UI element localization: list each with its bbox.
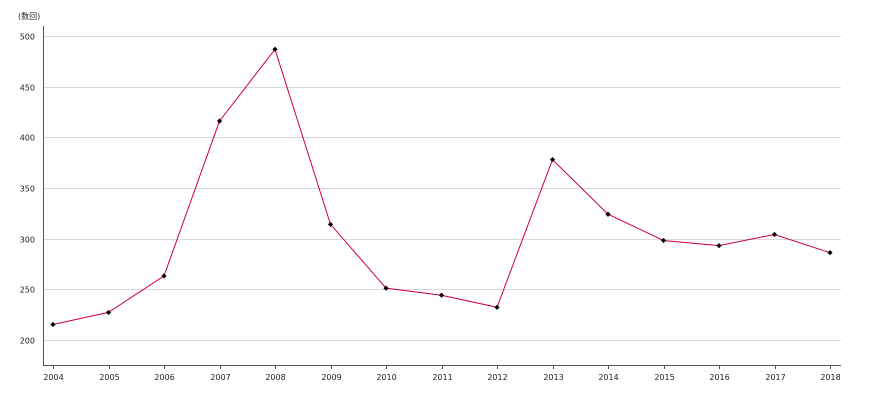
x-tick-label: 2011 <box>432 373 452 382</box>
data-point-2018 <box>827 250 833 256</box>
y-tick-label: 500 <box>20 33 35 42</box>
y-tick-labels: 200 250 300 350 400 450 500 <box>20 33 35 346</box>
grid-lines <box>43 36 841 341</box>
x-tick-label: 2012 <box>487 373 507 382</box>
x-tick-label: 2008 <box>265 373 285 382</box>
x-tick-labels: 2004 2005 2006 2007 2008 2009 2010 2011 2012 2013… <box>43 373 840 382</box>
x-tick-label: 2006 <box>154 373 174 382</box>
y-tick-label: 200 <box>20 337 35 346</box>
data-point-2012 <box>494 304 500 310</box>
data-point-2013 <box>549 156 556 163</box>
x-tick-label: 2013 <box>543 373 563 382</box>
data-point-2011 <box>438 292 445 298</box>
x-tick-label: 2017 <box>765 373 785 382</box>
data-point-2017 <box>771 231 778 238</box>
data-point-2007 <box>216 118 223 124</box>
axes <box>43 26 841 369</box>
data-point-2005 <box>105 309 112 315</box>
y-tick-label: 450 <box>20 84 35 93</box>
data-point-2016 <box>716 242 722 249</box>
data-point-2009 <box>327 221 334 227</box>
x-tick-label: 2007 <box>210 373 230 382</box>
x-tick-label: 2004 <box>43 373 63 382</box>
x-tick-label: 2018 <box>820 373 840 382</box>
y-tick-label: 300 <box>20 236 35 245</box>
data-point-2008 <box>272 46 278 52</box>
x-tick-label: 2014 <box>598 373 618 382</box>
x-tick-label: 2010 <box>376 373 396 382</box>
data-point-2015 <box>660 237 667 244</box>
data-point-2014 <box>605 211 611 217</box>
series-layer <box>50 46 833 328</box>
y-tick-label: 400 <box>20 134 35 143</box>
data-point-2010 <box>383 285 389 291</box>
y-tick-label: 250 <box>20 286 35 295</box>
data-point-2006 <box>161 273 167 279</box>
series-line-0 <box>52 48 831 325</box>
x-tick-label: 2016 <box>709 373 729 382</box>
x-tick-label: 2015 <box>654 373 674 382</box>
y-tick-label: 350 <box>20 185 35 194</box>
data-point-2004 <box>50 321 56 328</box>
x-tick-label: 2005 <box>99 373 119 382</box>
y-axis-unit-label: (数回) <box>18 11 40 21</box>
x-tick-label: 2009 <box>321 373 341 382</box>
